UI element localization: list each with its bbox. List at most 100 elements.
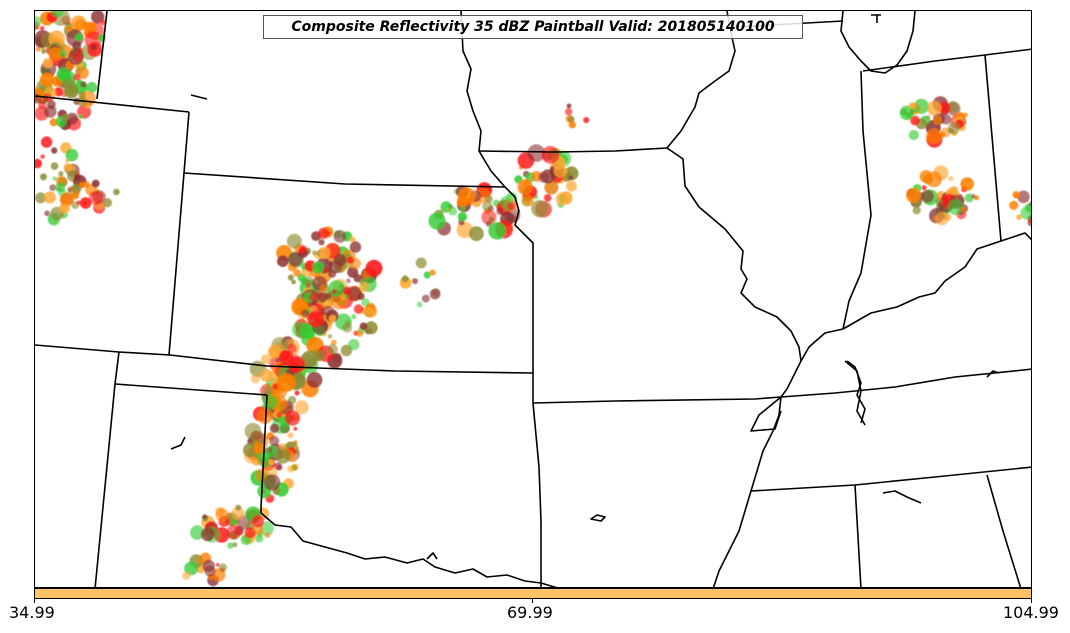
storm-cell-eastern-kansas	[485, 221, 492, 227]
storm-cell-indiana	[912, 206, 921, 215]
storm-cell-colorado-kansas-line	[294, 400, 309, 415]
storm-cell-northwest-corner	[82, 21, 90, 29]
storm-cell-colorado-kansas-line	[359, 322, 368, 331]
colorbar-tick-middle	[532, 599, 533, 603]
storm-cell-northwest-corner	[50, 11, 64, 18]
storm-cell-colorado-kansas-line	[333, 230, 347, 243]
lake-red-river-oxbow	[426, 552, 438, 560]
lake-michigan	[840, 11, 916, 74]
boundary-alabama-georgia	[986, 474, 1022, 587]
storm-cell-indiana	[908, 129, 919, 141]
storm-cell-eastern-kansas	[448, 206, 458, 216]
storm-cell-kansas-city	[583, 117, 590, 124]
boundary-new-mexico-north	[114, 383, 268, 396]
storm-cell-kansas-city	[543, 194, 552, 202]
storm-cell-colorado-kansas-line	[351, 314, 357, 320]
boundary-mississippi-river	[666, 11, 736, 149]
storm-cell-colorado-kansas-line	[227, 542, 234, 549]
storm-cell-northwest-corner	[44, 210, 50, 217]
storm-cell-indiana	[920, 189, 934, 203]
storm-cell-colorado-kansas-line	[197, 557, 204, 564]
storm-cell-northwest-corner	[59, 202, 71, 214]
storm-cell-colorado-kansas-line	[244, 422, 262, 440]
storm-cell-indiana	[938, 199, 944, 204]
storm-cell-colorado-kansas-line	[328, 314, 337, 323]
boundary-nebraska-west	[183, 111, 190, 174]
storm-cell-colorado-kansas-line	[340, 293, 347, 301]
colorbar-tick-left	[34, 599, 35, 603]
storm-cell-eastern-kansas	[429, 288, 441, 300]
storm-cell-northwest-corner	[113, 188, 120, 196]
boundary-missouri-bootheel	[750, 396, 782, 432]
storm-cell-indiana	[940, 114, 952, 125]
storm-cell-colorado-kansas-line	[318, 246, 331, 259]
storm-cell-northwest-corner	[35, 46, 41, 52]
storm-cell-colorado-kansas-line	[274, 462, 283, 471]
storm-cell-indiana	[926, 128, 942, 145]
storm-cell-northwest-corner	[62, 113, 70, 122]
storm-cell-northwest-corner	[83, 181, 90, 188]
storm-cell-northwest-corner	[51, 147, 58, 154]
storm-cell-colorado-kansas-line	[252, 523, 264, 536]
storm-cell-northwest-corner	[64, 83, 79, 99]
reflectivity-paintball-layer	[35, 11, 1031, 587]
storm-cell-indiana	[935, 211, 949, 226]
storm-cell-eastern-kansas	[507, 201, 516, 211]
storm-cell-kansas-city	[567, 115, 575, 123]
storm-cell-northwest-corner	[74, 190, 80, 196]
storm-cell-colorado-kansas-line	[301, 309, 309, 318]
storm-cell-ohio-edge	[1012, 191, 1020, 199]
storm-cell-northwest-corner	[39, 26, 45, 31]
storm-cell-colorado-kansas-line	[286, 233, 302, 249]
storm-cell-eastern-kansas	[485, 195, 493, 203]
storm-cell-northwest-corner	[35, 16, 42, 27]
boundary-oklahoma-panhandle-west	[114, 351, 120, 385]
boundary-mississippi-alabama	[854, 484, 862, 587]
storm-cell-indiana	[932, 115, 943, 125]
storm-cell-northwest-corner	[54, 87, 64, 97]
boundary-indiana-east	[984, 54, 1002, 242]
storm-cell-colorado-kansas-line	[345, 294, 350, 299]
storm-cell-indiana	[921, 185, 927, 191]
storm-cell-northwest-corner	[58, 171, 64, 177]
storm-cell-colorado-kansas-line	[261, 354, 272, 365]
storm-cell-colorado-kansas-line	[342, 322, 353, 333]
lake-texoma	[590, 514, 606, 522]
boundary-missouri-river	[460, 11, 534, 373]
storm-cell-colorado-kansas-line	[202, 514, 207, 519]
storm-cell-northwest-corner	[35, 192, 47, 204]
storm-cell-colorado-kansas-line	[256, 407, 273, 424]
boundary-illinois-east	[842, 70, 872, 330]
storm-cell-northwest-corner	[63, 163, 73, 172]
storm-cell-colorado-kansas-line	[356, 329, 364, 337]
lake-ohio	[986, 370, 1000, 378]
boundary-tennessee-river	[844, 360, 866, 426]
boundary-missouri-east	[666, 147, 802, 398]
storm-cell-colorado-kansas-line	[287, 432, 294, 439]
storm-cell-colorado-kansas-line	[348, 338, 360, 351]
storm-cell-colorado-kansas-line	[232, 542, 238, 548]
storm-cell-indiana	[947, 121, 961, 135]
storm-cell-colorado-kansas-line	[215, 508, 229, 522]
storm-cell-northwest-corner	[100, 19, 106, 26]
storm-cell-northwest-corner	[74, 33, 83, 41]
storm-cell-colorado-kansas-line	[349, 241, 362, 253]
storm-cell-northwest-corner	[84, 31, 102, 49]
storm-cell-colorado-kansas-line	[364, 307, 375, 317]
storm-cell-northwest-corner	[70, 165, 76, 171]
storm-cell-kansas-city	[544, 181, 558, 195]
storm-cell-colorado-kansas-line	[263, 474, 281, 491]
boundary-colorado-east	[168, 172, 185, 356]
storm-cell-northwest-corner	[43, 191, 56, 204]
storm-cell-northwest-corner	[50, 162, 59, 170]
storm-cell-colorado-kansas-line	[293, 426, 298, 431]
storm-cell-northwest-corner	[48, 47, 62, 61]
storm-cell-colorado-kansas-line	[287, 274, 294, 281]
map-canvas	[35, 11, 1031, 587]
storm-cell-colorado-kansas-line	[262, 395, 278, 410]
storm-cell-northwest-corner	[42, 58, 54, 69]
storm-cell-colorado-kansas-line	[294, 445, 299, 450]
boundary-wyoming-east	[96, 11, 108, 100]
storm-cell-colorado-kansas-line	[319, 284, 328, 293]
storm-cell-colorado-kansas-line	[264, 532, 271, 538]
